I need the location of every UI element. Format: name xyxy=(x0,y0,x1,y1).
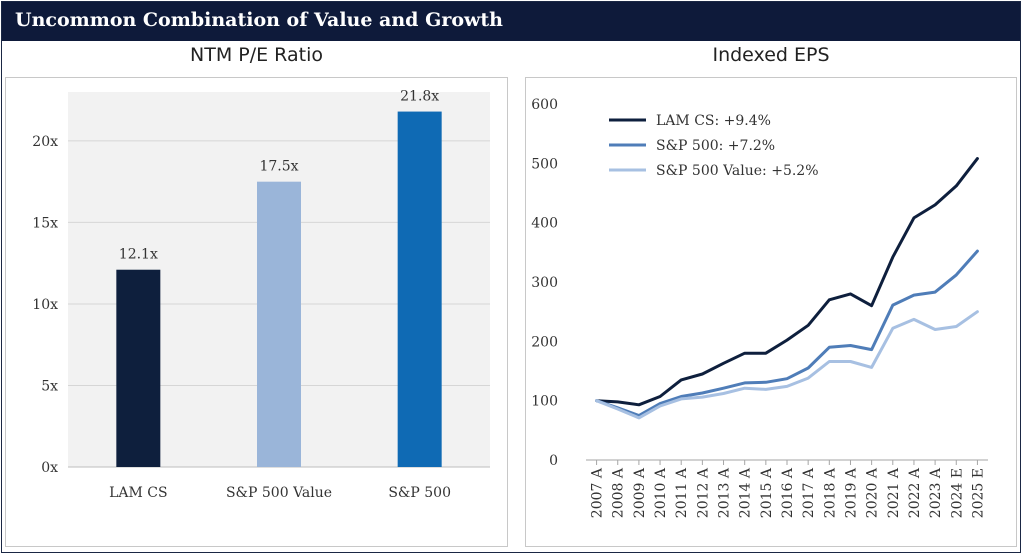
line-x-tick-label: 2018 A xyxy=(822,467,838,518)
bar-y-tick-label: 10x xyxy=(32,297,58,313)
line-y-tick-label: 0 xyxy=(549,453,558,469)
line-x-tick-label: 2017 A xyxy=(801,467,817,518)
eps-chart-title: Indexed EPS xyxy=(712,44,830,66)
line-y-tick-label: 500 xyxy=(531,156,558,172)
bar-y-tick-label: 5x xyxy=(41,378,58,394)
line-series xyxy=(595,310,979,420)
line-x-tick-label: 2010 A xyxy=(653,467,669,518)
line-x-tick-label: 2024 E xyxy=(949,468,965,518)
line-x-tick-label: 2023 A xyxy=(928,467,944,518)
legend-label: S&P 500 Value: +5.2% xyxy=(656,163,819,179)
legend-label: S&P 500: +7.2% xyxy=(656,138,775,154)
line-y-tick-label: 200 xyxy=(531,334,558,350)
line-y-tick-label: 600 xyxy=(531,97,558,113)
header-bar: Uncommon Combination of Value and Growth xyxy=(2,2,1020,41)
bar xyxy=(397,111,442,467)
line-x-tick-label: 2022 A xyxy=(907,467,923,518)
bar-category-label: S&P 500 xyxy=(388,485,451,501)
line-x-tick-label: 2011 A xyxy=(674,467,690,518)
line-x-tick-label: 2015 A xyxy=(759,467,775,518)
bar-data-label: 17.5x xyxy=(259,159,298,175)
legend-label: LAM CS: +9.4% xyxy=(656,113,771,129)
line-x-tick-label: 2013 A xyxy=(717,467,733,518)
line-x-tick-label: 2016 A xyxy=(780,467,796,518)
line-series xyxy=(595,249,979,417)
bar-data-label: 21.8x xyxy=(400,89,439,105)
line-x-tick-label: 2025 E xyxy=(970,468,986,518)
pe-chart-title: NTM P/E Ratio xyxy=(190,44,323,66)
line-x-tick-label: 2021 A xyxy=(886,467,902,518)
line-x-tick-label: 2008 A xyxy=(611,467,627,518)
line-x-tick-label: 2019 A xyxy=(843,467,859,518)
line-x-tick-label: 2007 A xyxy=(590,467,606,518)
line-y-tick-label: 400 xyxy=(531,216,558,232)
bar xyxy=(257,181,301,467)
line-x-tick-label: 2020 A xyxy=(865,467,881,518)
bar-data-label: 12.1x xyxy=(119,247,158,263)
line-y-tick-label: 300 xyxy=(531,275,558,291)
bar-y-tick-label: 0x xyxy=(41,460,58,476)
line-x-tick-label: 2009 A xyxy=(632,467,648,518)
bar-y-tick-label: 15x xyxy=(32,215,58,231)
bar xyxy=(116,269,161,467)
line-y-tick-label: 100 xyxy=(531,394,558,410)
bar-category-label: S&P 500 Value xyxy=(226,485,332,501)
bar-category-label: LAM CS xyxy=(109,485,168,501)
line-x-tick-label: 2012 A xyxy=(695,467,711,518)
line-x-tick-label: 2014 A xyxy=(738,467,754,518)
header-title: Uncommon Combination of Value and Growth xyxy=(15,9,503,31)
line-series xyxy=(595,157,979,407)
bar-y-tick-label: 20x xyxy=(32,134,58,150)
